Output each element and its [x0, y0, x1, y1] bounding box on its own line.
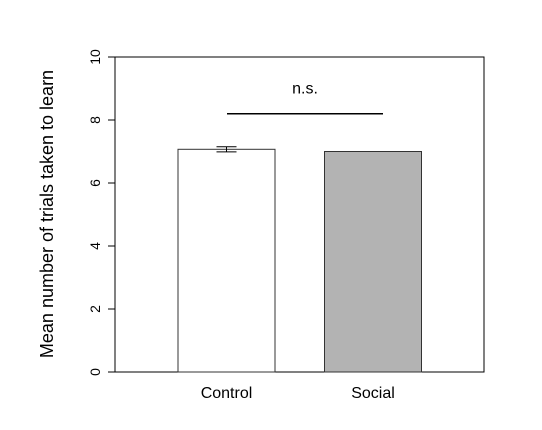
plot-frame: [114, 56, 485, 373]
y-tick-label: 2: [87, 305, 103, 313]
y-tick-label: 4: [87, 242, 103, 250]
significance-annotation: n.s.: [227, 81, 383, 115]
x-axis-labels: Control Social: [201, 385, 395, 402]
y-tick-label: 6: [87, 179, 103, 187]
y-tick-label: 0: [87, 368, 103, 376]
y-tick-label: 10: [87, 49, 103, 65]
bar-social: [324, 151, 422, 373]
y-axis-title: Mean number of trials taken to learn: [37, 70, 57, 358]
significance-label: n.s.: [292, 81, 318, 98]
x-category-label: Control: [201, 385, 253, 402]
y-tick-label: 8: [87, 116, 103, 124]
bar-control: [177, 148, 276, 373]
y-axis: 0 2 4 6 8 10: [87, 49, 115, 376]
bars: [177, 146, 422, 373]
x-category-label: Social: [351, 385, 395, 402]
